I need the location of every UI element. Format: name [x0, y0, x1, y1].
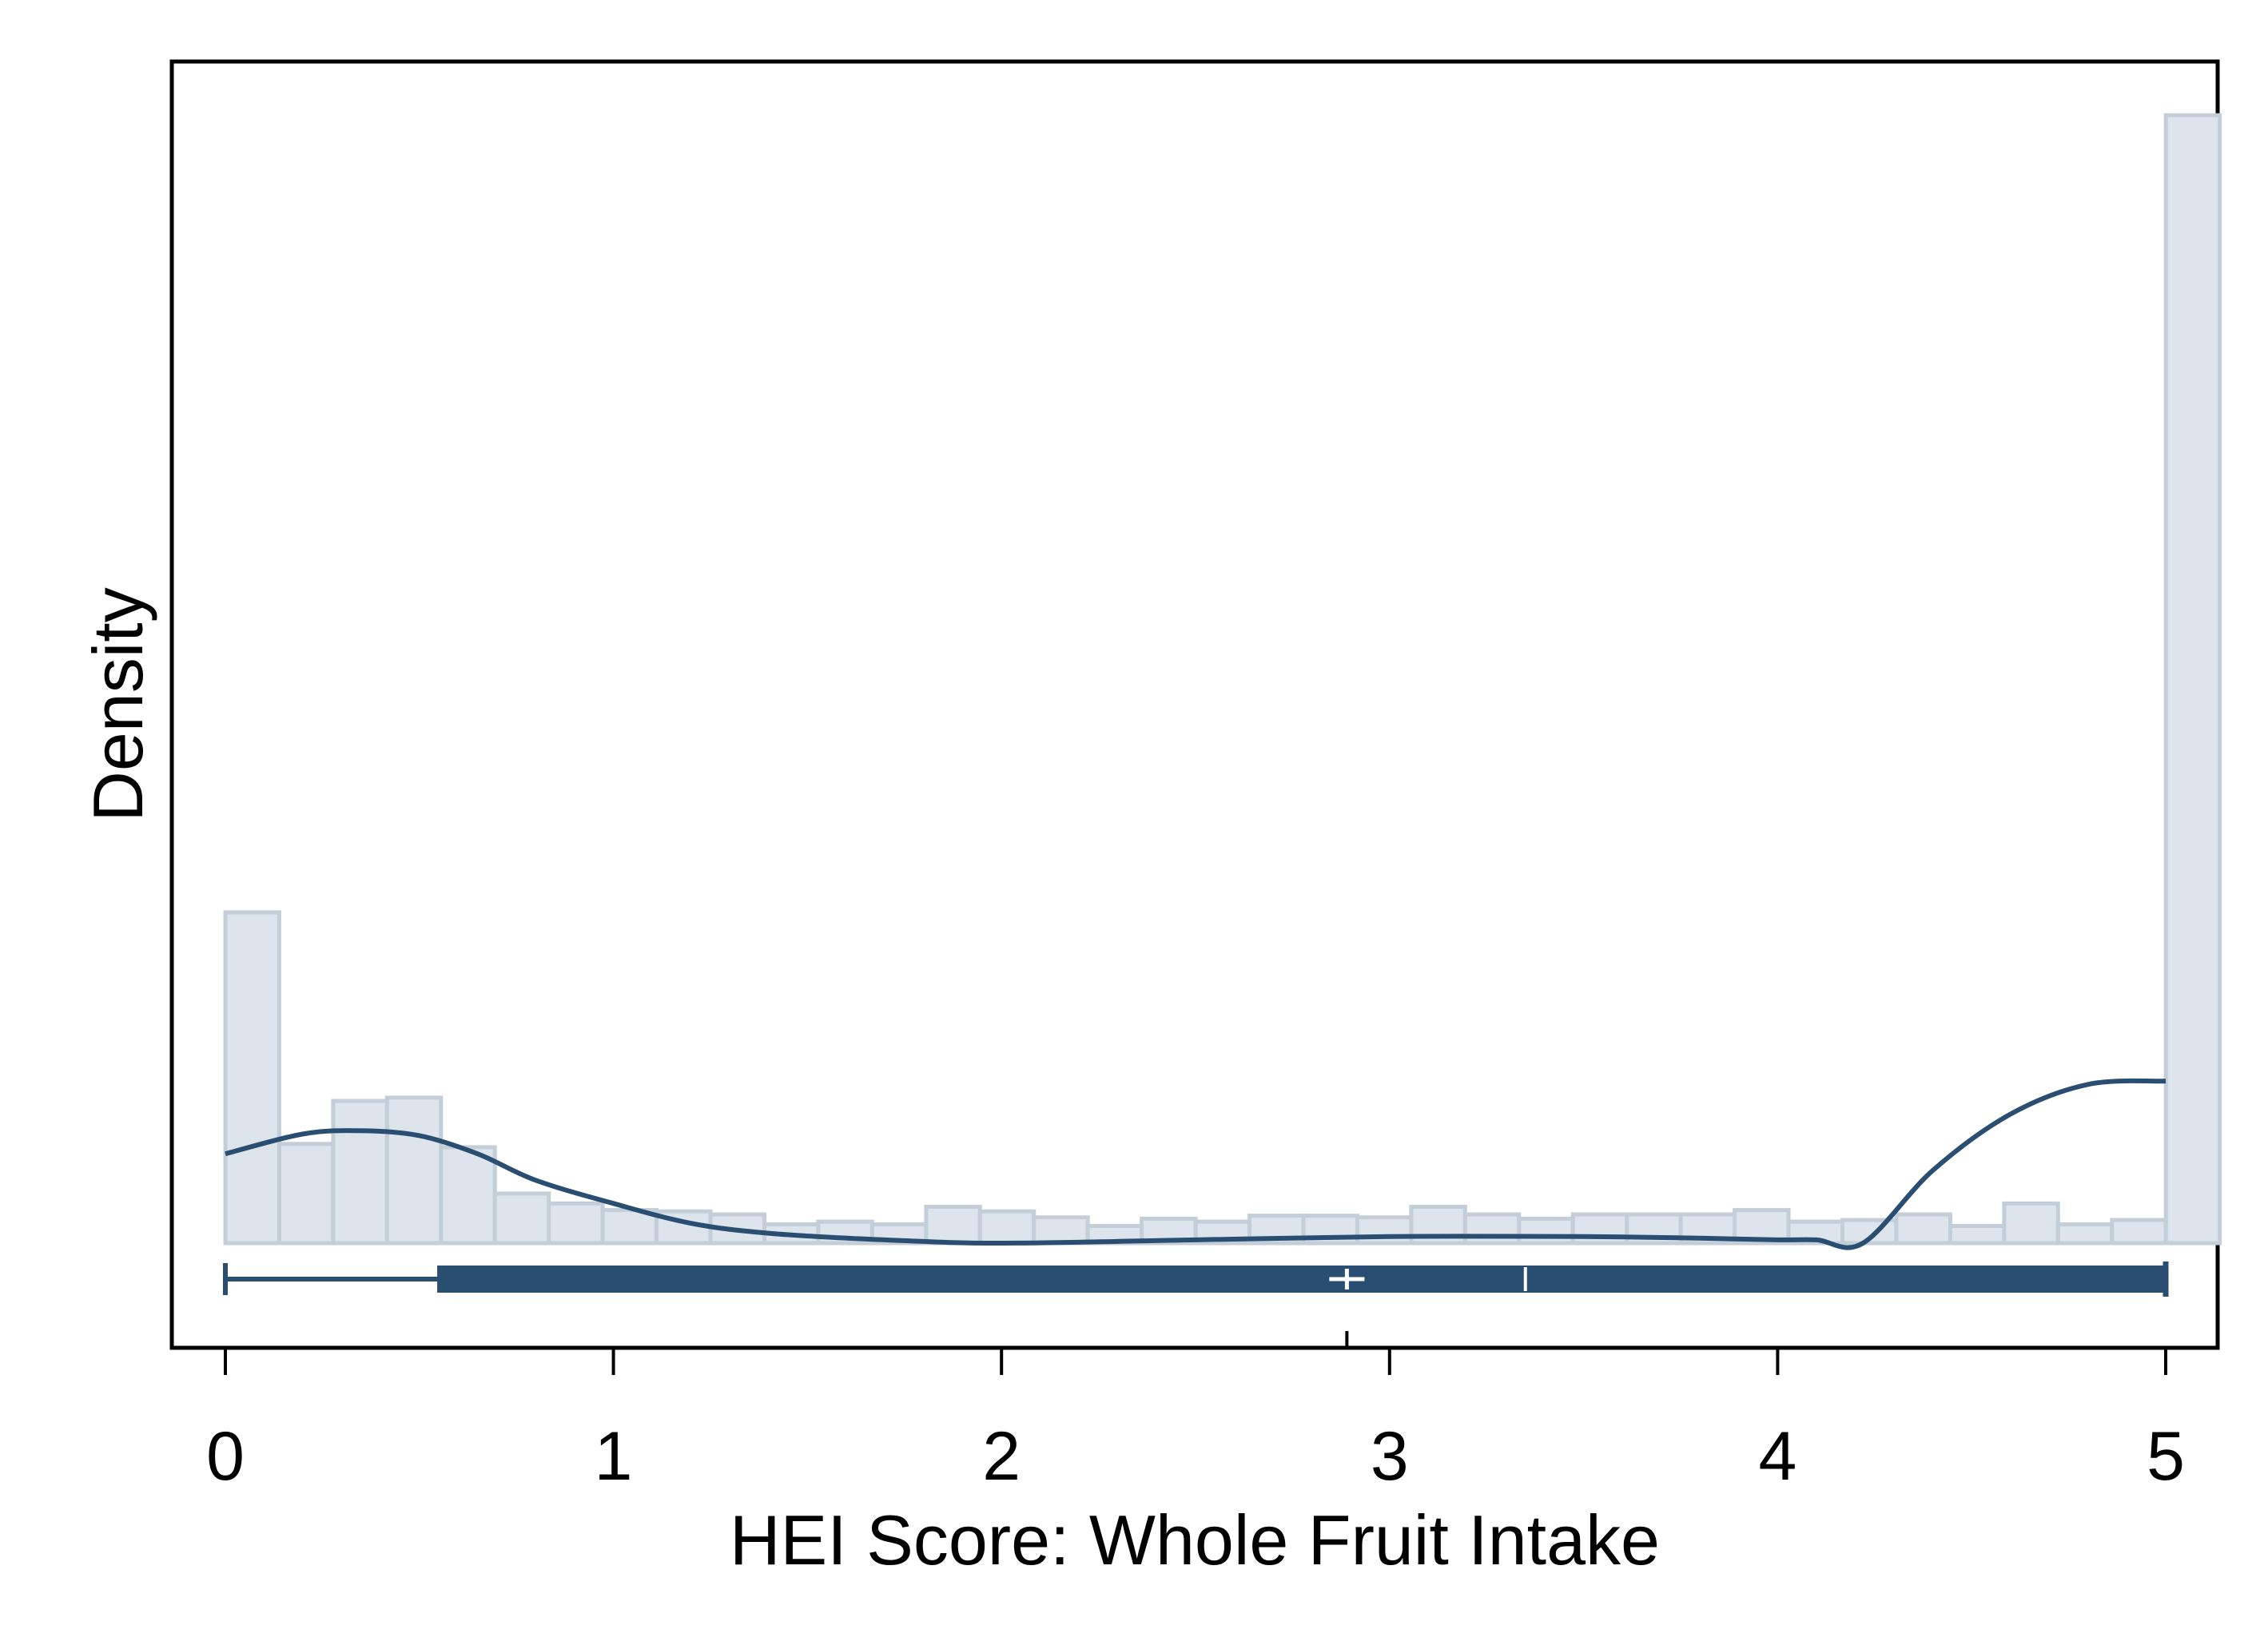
histogram-bar	[2055, 1222, 2115, 1246]
histogram-bar	[1894, 1212, 1952, 1246]
x-tick-label: 3	[1371, 1418, 1409, 1495]
x-tick-label: 1	[595, 1418, 633, 1495]
x-axis: 0 1 2 3 4 5	[206, 1348, 2185, 1495]
histogram-bar	[977, 1209, 1037, 1246]
histogram-bar	[331, 1099, 389, 1246]
histogram-bar	[924, 1204, 982, 1246]
histogram-bar	[439, 1145, 497, 1246]
density-curve	[225, 1078, 2167, 1250]
histogram-bar	[1032, 1215, 1090, 1246]
histogram-bar	[2002, 1201, 2060, 1246]
histogram-bar	[223, 910, 281, 1246]
histogram-bar	[384, 1095, 444, 1246]
histogram-bar	[600, 1208, 659, 1246]
histogram-bar	[1517, 1216, 1575, 1246]
x-tick-label: 4	[1758, 1418, 1796, 1495]
histogram-bar	[1462, 1212, 1522, 1246]
histogram-bar	[277, 1142, 336, 1246]
y-axis-title: Density	[78, 587, 157, 821]
plot-frame	[169, 59, 2220, 1350]
histogram-bar	[2110, 1218, 2168, 1246]
x-tick-label: 2	[982, 1418, 1021, 1495]
boxplot	[223, 1262, 2169, 1348]
histogram-bar	[1948, 1223, 2007, 1246]
histogram-bar	[2163, 113, 2222, 1246]
histogram-bar	[547, 1201, 605, 1246]
boxplot-box	[437, 1266, 2167, 1293]
x-axis-title: HEI Score: Whole Fruit Intake	[730, 1500, 1660, 1579]
x-tick-label: 5	[2147, 1418, 2185, 1495]
x-tick-label: 0	[206, 1418, 245, 1495]
histogram-bar	[492, 1191, 551, 1246]
